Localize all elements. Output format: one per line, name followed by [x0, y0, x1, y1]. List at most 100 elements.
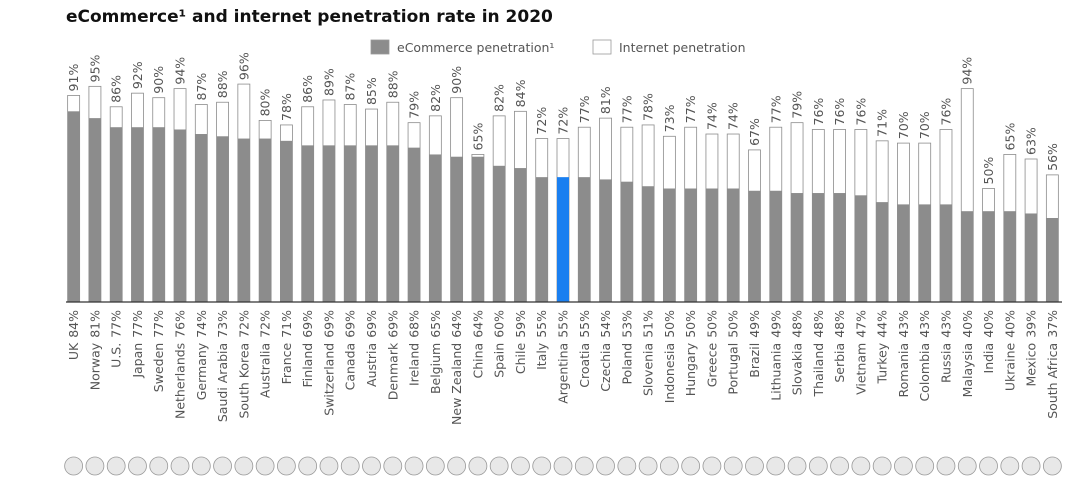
x-tick-label: Indonesia 50%	[662, 310, 677, 403]
ecommerce-value-label: 69%	[321, 310, 336, 338]
internet-value-label: 74%	[726, 102, 741, 130]
category-name: Serbia	[832, 343, 847, 383]
ecommerce-bar	[259, 138, 272, 302]
x-tick-label: Slovenia 51%	[641, 310, 656, 396]
ecommerce-bar	[493, 165, 506, 302]
internet-value-label: 74%	[704, 102, 719, 130]
flag-icon	[468, 456, 488, 476]
internet-value-label: 84%	[513, 79, 528, 107]
ecommerce-value-label: 77%	[109, 310, 124, 338]
x-tick-label: Poland 53%	[619, 310, 634, 385]
flag-icon	[808, 456, 828, 476]
internet-value-label: 76%	[853, 98, 868, 126]
ecommerce-value-label: 50%	[683, 310, 698, 338]
category-name: U.S.	[109, 343, 124, 368]
ecommerce-value-label: 72%	[258, 310, 273, 338]
ecommerce-bar	[557, 177, 569, 302]
ecommerce-bar	[705, 188, 718, 302]
internet-value-label: 50%	[981, 157, 996, 185]
ecommerce-value-label: 48%	[832, 310, 847, 338]
ecommerce-bar	[131, 127, 144, 303]
x-tick-label: Turkey 44%	[875, 310, 890, 385]
x-tick-label: Colombia 43%	[917, 310, 932, 402]
category-name: Denmark	[385, 342, 400, 400]
category-name: Australia	[258, 343, 273, 398]
ecommerce-bar	[429, 154, 442, 302]
flag-icon	[723, 456, 743, 476]
internet-value-label: 79%	[407, 91, 422, 119]
x-tick-label: Mexico 39%	[1024, 310, 1039, 387]
internet-value-label: 91%	[66, 64, 81, 92]
internet-value-label: 71%	[875, 109, 890, 137]
internet-value-label: 78%	[279, 93, 294, 121]
x-tick-label: Norway 81%	[87, 310, 102, 390]
internet-value-label: 86%	[300, 75, 315, 103]
ecommerce-value-label: 50%	[662, 310, 677, 338]
flag-icon	[170, 456, 190, 476]
ecommerce-bar	[791, 193, 804, 302]
internet-value-label: 88%	[385, 70, 400, 98]
x-tick-label: Spain 60%	[492, 310, 507, 378]
internet-value-label: 94%	[173, 57, 188, 85]
internet-value-label: 77%	[577, 95, 592, 123]
ecommerce-value-label: 37%	[1045, 310, 1060, 338]
x-tick-label: Saudi Arabia 73%	[215, 310, 230, 422]
ecommerce-bar	[67, 111, 80, 302]
category-name: Ukraine	[1002, 342, 1017, 391]
internet-value-label: 78%	[641, 93, 656, 121]
ecommerce-bar	[1003, 211, 1016, 302]
x-tick-label: Lithuania 49%	[768, 310, 783, 401]
flag-icon	[681, 456, 701, 476]
ecommerce-bar	[322, 145, 335, 302]
x-tick-label: Australia 72%	[258, 310, 273, 398]
ecommerce-bar	[195, 134, 208, 302]
category-name: Spain	[492, 343, 507, 378]
ecommerce-value-label: 49%	[747, 310, 762, 338]
flag-icon	[383, 456, 403, 476]
flag-icon	[425, 456, 445, 476]
ecommerce-value-label: 43%	[938, 310, 953, 338]
x-tick-label: India 40%	[981, 310, 996, 374]
internet-value-label: 56%	[1045, 143, 1060, 171]
x-tick-label: Malaysia 40%	[960, 310, 975, 398]
flag-icon	[149, 456, 169, 476]
ecommerce-bar	[620, 181, 633, 302]
x-tick-label: Slovakia 48%	[790, 310, 805, 395]
flag-icon	[957, 456, 977, 476]
category-name: South Korea	[236, 343, 251, 419]
x-tick-label: Czechia 54%	[598, 310, 613, 392]
internet-value-label: 70%	[917, 111, 932, 139]
x-tick-label: Canada 69%	[343, 310, 358, 390]
ecommerce-bar	[812, 193, 825, 302]
x-tick-label: Chile 59%	[513, 310, 528, 374]
ecommerce-bar	[386, 145, 399, 302]
flag-icon	[319, 456, 339, 476]
category-name: Argentina	[556, 343, 571, 404]
category-name: Italy	[534, 342, 549, 370]
legend-label: Internet penetration	[619, 40, 746, 55]
ecommerce-bar	[237, 138, 250, 302]
ecommerce-bar	[450, 156, 463, 302]
internet-value-label: 70%	[896, 111, 911, 139]
ecommerce-bar	[514, 168, 527, 302]
flag-icon	[851, 456, 871, 476]
category-name: Sweden	[151, 343, 166, 392]
ecommerce-bar	[684, 188, 697, 302]
x-tick-label: Romania 43%	[896, 310, 911, 398]
x-tick-label: Netherlands 76%	[173, 310, 188, 419]
flag-icon	[872, 456, 892, 476]
category-name: Croatia	[577, 343, 592, 388]
ecommerce-value-label: 50%	[704, 310, 719, 338]
ecommerce-bar	[344, 145, 357, 302]
internet-value-label: 90%	[449, 66, 464, 94]
ecommerce-bar	[578, 177, 591, 302]
internet-value-label: 77%	[619, 95, 634, 123]
flag-icon	[596, 456, 615, 476]
ecommerce-value-label: 43%	[917, 310, 932, 338]
ecommerce-value-label: 55%	[577, 310, 592, 338]
ecommerce-value-label: 69%	[364, 310, 379, 338]
ecommerce-value-label: 64%	[449, 310, 464, 338]
flag-icon	[277, 456, 296, 476]
x-tick-label: Sweden 77%	[151, 310, 166, 392]
ecommerce-value-label: 43%	[896, 310, 911, 338]
